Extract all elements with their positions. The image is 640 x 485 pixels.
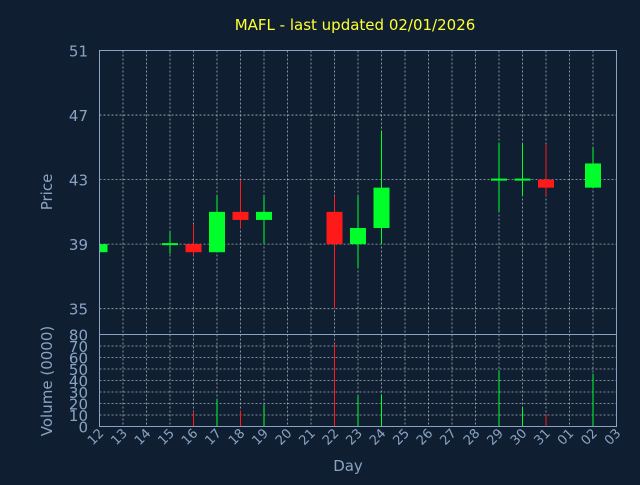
volume-tick-label: 40 bbox=[69, 373, 88, 391]
day-tick-label: 14 bbox=[132, 426, 154, 448]
candle-16 bbox=[185, 224, 202, 256]
price-tick-label: 35 bbox=[69, 301, 88, 319]
candles bbox=[99, 131, 601, 309]
price-axis-label: Price bbox=[38, 174, 56, 211]
day-tick-label: 21 bbox=[297, 426, 319, 448]
price-tick-label: 43 bbox=[69, 172, 88, 190]
candle-02 bbox=[585, 147, 601, 188]
candle-body bbox=[373, 187, 390, 228]
day-tick-labels: 12 13 14 15 16 17 18 19 20 21 22 23 24 25 26 27 28 29 30 31… bbox=[85, 426, 624, 448]
candle-29 bbox=[491, 142, 507, 212]
day-tick-label: 16 bbox=[179, 426, 201, 448]
volume-tick-label: 50 bbox=[69, 361, 88, 379]
day-tick-label: 01 bbox=[555, 426, 577, 448]
candle-body bbox=[538, 179, 554, 188]
candle-12 bbox=[99, 244, 108, 253]
volume-tick-label: 70 bbox=[69, 338, 88, 356]
volume-tick-label: 10 bbox=[69, 407, 88, 425]
candle-body bbox=[100, 244, 108, 253]
x-axis-label: Day bbox=[333, 457, 363, 475]
day-tick-label: 20 bbox=[273, 426, 295, 448]
candle-body bbox=[491, 178, 507, 181]
candle-body bbox=[256, 211, 272, 220]
candle-body bbox=[185, 244, 202, 253]
day-tick-label: 30 bbox=[508, 426, 530, 448]
candle-24 bbox=[373, 131, 390, 245]
day-tick-label: 25 bbox=[391, 426, 413, 448]
candle-17 bbox=[209, 195, 225, 253]
price-tick-label: 51 bbox=[69, 43, 88, 61]
volume-tick-label: 0 bbox=[78, 419, 88, 437]
candle-body bbox=[514, 178, 531, 181]
day-tick-label: 27 bbox=[438, 426, 460, 448]
day-tick-label: 28 bbox=[461, 426, 483, 448]
candle-body bbox=[585, 163, 601, 188]
day-tick-label: 22 bbox=[320, 426, 342, 448]
day-tick-label: 18 bbox=[226, 426, 248, 448]
day-tick-label: 24 bbox=[367, 426, 389, 448]
volume-tick-label: 20 bbox=[69, 396, 88, 414]
day-tick-label: 23 bbox=[344, 426, 366, 448]
volume-tick-label: 60 bbox=[69, 350, 88, 368]
day-tick-label: 31 bbox=[532, 426, 554, 448]
price-grid bbox=[99, 50, 617, 335]
candle-body bbox=[326, 211, 343, 245]
candle-23 bbox=[350, 195, 366, 269]
price-tick-labels: 35 39 43 47 51 bbox=[69, 43, 88, 319]
candle-19 bbox=[256, 195, 272, 245]
day-tick-label: 15 bbox=[156, 426, 178, 448]
day-tick-label: 29 bbox=[485, 426, 507, 448]
candle-body bbox=[209, 211, 225, 253]
volume-bars bbox=[193, 343, 594, 427]
candle-30 bbox=[514, 144, 531, 196]
price-tick-label: 39 bbox=[69, 236, 88, 254]
candle-31 bbox=[538, 144, 554, 196]
day-tick-label: 19 bbox=[250, 426, 272, 448]
day-tick-label: 13 bbox=[109, 426, 131, 448]
price-tick-label: 47 bbox=[69, 107, 88, 125]
candle-15 bbox=[162, 231, 178, 254]
volume-tick-label: 80 bbox=[69, 327, 88, 345]
volume-panel-frame bbox=[99, 334, 617, 427]
candle-body bbox=[350, 228, 366, 245]
candle-18 bbox=[232, 179, 249, 228]
candle-body bbox=[232, 211, 249, 220]
day-tick-label: 26 bbox=[414, 426, 436, 448]
volume-tick-label: 30 bbox=[69, 384, 88, 402]
day-tick-label: 17 bbox=[203, 426, 225, 448]
candle-22 bbox=[326, 195, 343, 309]
day-tick-label: 02 bbox=[579, 426, 601, 448]
day-tick-label: 03 bbox=[602, 426, 624, 448]
day-tick-label: 12 bbox=[85, 426, 107, 448]
chart-title: MAFL - last updated 02/01/2026 bbox=[235, 16, 476, 34]
candle-body bbox=[162, 243, 178, 246]
volume-axis-label: Volume (0000) bbox=[38, 326, 56, 436]
